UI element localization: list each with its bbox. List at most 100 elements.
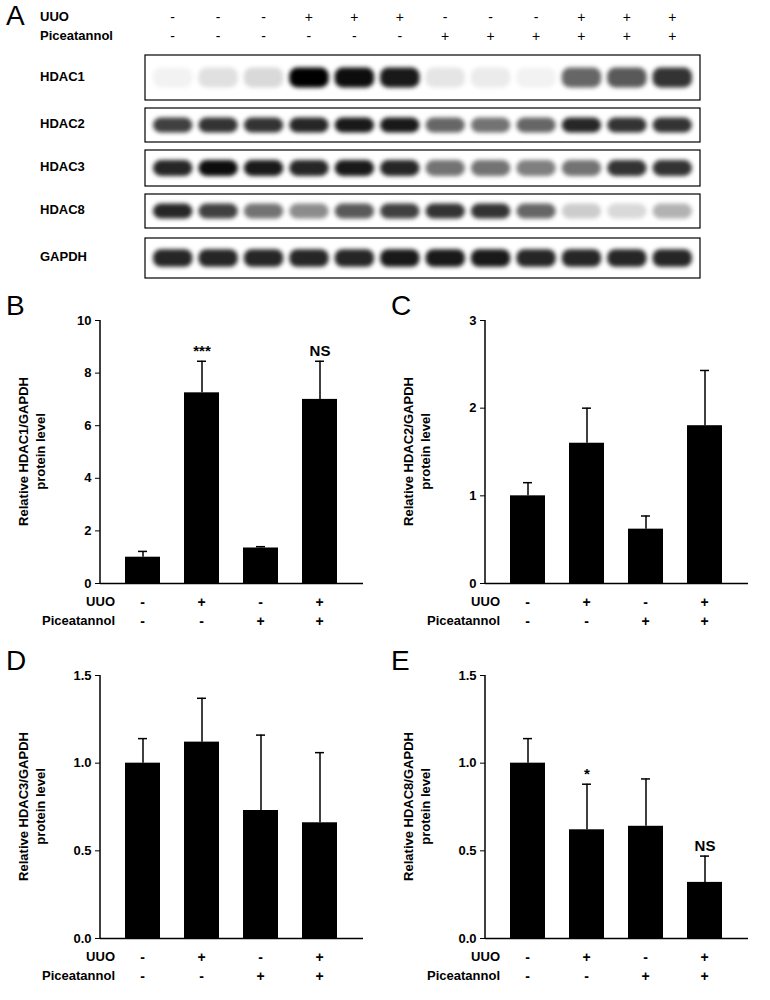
svg-text:Relative HDAC1/GAPDH: Relative HDAC1/GAPDH: [16, 377, 31, 526]
svg-text:-: -: [140, 968, 145, 984]
svg-text:+: +: [668, 28, 676, 44]
svg-text:1.5: 1.5: [458, 668, 476, 683]
svg-text:+: +: [700, 949, 708, 965]
svg-text:-: -: [261, 28, 266, 44]
svg-text:1.0: 1.0: [73, 755, 91, 770]
svg-text:-: -: [216, 9, 221, 25]
svg-text:-: -: [584, 613, 589, 629]
svg-text:-: -: [584, 968, 589, 984]
svg-text:-: -: [525, 594, 530, 610]
svg-text:4: 4: [84, 470, 92, 485]
svg-text:*: *: [584, 765, 590, 782]
svg-text:10: 10: [77, 313, 91, 328]
svg-text:+: +: [315, 594, 323, 610]
svg-text:-: -: [307, 28, 312, 44]
svg-text:Piceatannol: Piceatannol: [42, 613, 115, 628]
svg-text:-: -: [199, 968, 204, 984]
svg-text:NS: NS: [695, 837, 716, 854]
svg-text:-: -: [140, 613, 145, 629]
svg-text:Piceatannol: Piceatannol: [42, 968, 115, 983]
svg-text:+: +: [315, 613, 323, 629]
svg-text:protein level: protein level: [418, 413, 433, 490]
svg-text:+: +: [582, 594, 590, 610]
svg-text:3: 3: [469, 313, 476, 328]
svg-text:6: 6: [84, 418, 91, 433]
svg-text:+: +: [441, 28, 449, 44]
svg-text:1: 1: [469, 488, 476, 503]
svg-text:-: -: [643, 949, 648, 965]
svg-text:0.5: 0.5: [73, 843, 91, 858]
svg-text:+: +: [623, 9, 631, 25]
svg-text:-: -: [397, 28, 402, 44]
svg-text:-: -: [352, 28, 357, 44]
svg-text:+: +: [582, 949, 590, 965]
svg-text:1.5: 1.5: [73, 668, 91, 683]
svg-text:-: -: [525, 613, 530, 629]
svg-text:+: +: [350, 9, 358, 25]
svg-text:HDAC8: HDAC8: [40, 202, 85, 217]
svg-text:Relative HDAC8/GAPDH: Relative HDAC8/GAPDH: [401, 732, 416, 881]
svg-text:-: -: [216, 28, 221, 44]
svg-text:+: +: [315, 968, 323, 984]
svg-text:HDAC3: HDAC3: [40, 159, 85, 174]
svg-text:GAPDH: GAPDH: [40, 249, 87, 264]
svg-text:UUO: UUO: [86, 949, 115, 964]
svg-text:HDAC1: HDAC1: [40, 69, 85, 84]
svg-text:2: 2: [469, 400, 476, 415]
svg-text:0: 0: [84, 576, 91, 591]
svg-text:HDAC2: HDAC2: [40, 116, 85, 131]
svg-text:***: ***: [193, 342, 211, 359]
svg-text:+: +: [197, 594, 205, 610]
svg-text:Relative HDAC2/GAPDH: Relative HDAC2/GAPDH: [401, 377, 416, 526]
svg-text:+: +: [197, 949, 205, 965]
svg-text:2: 2: [84, 523, 91, 538]
svg-text:+: +: [256, 613, 264, 629]
svg-text:-: -: [140, 949, 145, 965]
svg-text:+: +: [700, 613, 708, 629]
svg-text:UUO: UUO: [471, 594, 500, 609]
svg-text:Piceatannol: Piceatannol: [40, 28, 113, 43]
svg-text:+: +: [700, 968, 708, 984]
svg-text:-: -: [261, 9, 266, 25]
svg-text:UUO: UUO: [471, 949, 500, 964]
svg-text:+: +: [305, 9, 313, 25]
svg-text:+: +: [668, 9, 676, 25]
svg-text:-: -: [258, 949, 263, 965]
svg-text:+: +: [623, 28, 631, 44]
svg-text:protein level: protein level: [33, 768, 48, 845]
svg-text:+: +: [532, 28, 540, 44]
svg-text:1.0: 1.0: [458, 755, 476, 770]
svg-text:NS: NS: [310, 342, 331, 359]
svg-text:+: +: [315, 949, 323, 965]
svg-text:UUO: UUO: [86, 594, 115, 609]
svg-text:-: -: [443, 9, 448, 25]
svg-text:+: +: [641, 613, 649, 629]
svg-text:protein level: protein level: [418, 768, 433, 845]
svg-text:-: -: [199, 613, 204, 629]
svg-text:-: -: [258, 594, 263, 610]
svg-text:8: 8: [84, 365, 91, 380]
svg-text:Piceatannol: Piceatannol: [427, 968, 500, 983]
svg-text:+: +: [641, 968, 649, 984]
svg-text:Relative HDAC3/GAPDH: Relative HDAC3/GAPDH: [16, 732, 31, 881]
svg-text:protein level: protein level: [33, 413, 48, 490]
svg-text:+: +: [700, 594, 708, 610]
svg-text:0.0: 0.0: [73, 931, 91, 946]
svg-text:+: +: [396, 9, 404, 25]
svg-text:+: +: [577, 9, 585, 25]
svg-text:0: 0: [469, 576, 476, 591]
svg-text:UUO: UUO: [40, 9, 69, 24]
svg-text:+: +: [487, 28, 495, 44]
svg-text:-: -: [525, 949, 530, 965]
svg-text:0.0: 0.0: [458, 931, 476, 946]
svg-text:-: -: [140, 594, 145, 610]
svg-text:+: +: [577, 28, 585, 44]
svg-text:-: -: [534, 9, 539, 25]
svg-text:+: +: [256, 968, 264, 984]
svg-text:Piceatannol: Piceatannol: [427, 613, 500, 628]
svg-text:0.5: 0.5: [458, 843, 476, 858]
svg-text:-: -: [488, 9, 493, 25]
svg-text:-: -: [525, 968, 530, 984]
svg-text:-: -: [170, 9, 175, 25]
svg-text:-: -: [643, 594, 648, 610]
